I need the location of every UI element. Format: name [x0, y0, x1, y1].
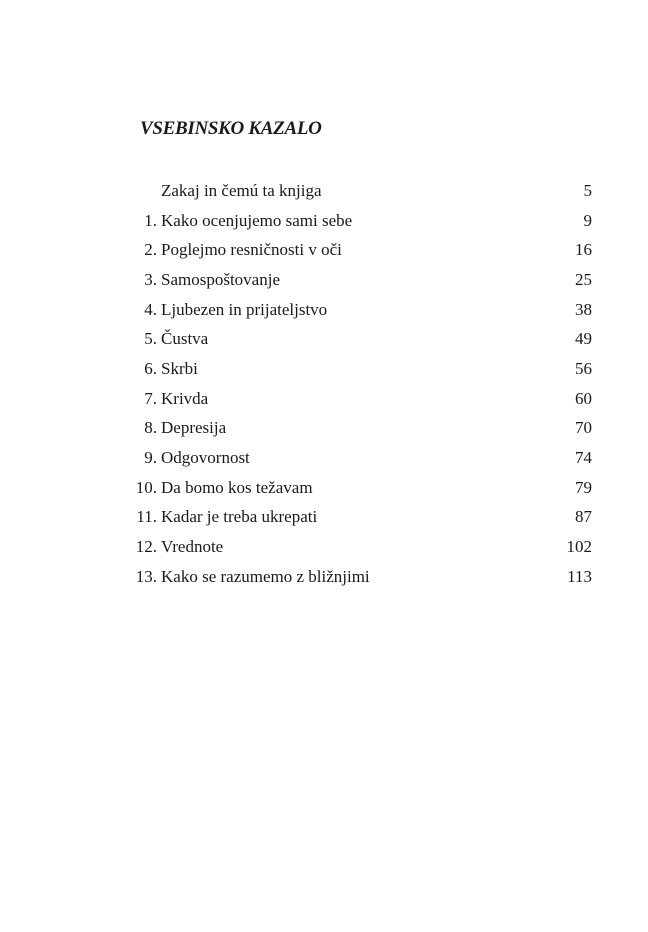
entry-title: Kako ocenjujemo sami sebe: [161, 210, 353, 230]
entry-title: Kadar je treba ukrepati: [161, 507, 318, 527]
entry-title: Čustva: [161, 329, 209, 349]
toc-entry: 12. Vrednote 102: [134, 532, 592, 562]
entry-number: 11.: [136, 507, 157, 527]
entry-number: 7.: [144, 388, 157, 408]
entry-page: 102: [566, 537, 593, 557]
entry-page: 5: [583, 180, 593, 200]
toc-entry: 1. Kako ocenjujemo sami sebe 9: [134, 206, 592, 236]
table-of-contents: Zakaj in čemú ta knjiga 5 1. Kako ocenjujem…: [134, 176, 592, 592]
entry-title: Depresija: [161, 418, 227, 438]
entry-page: 56: [575, 358, 592, 378]
entry-number: 6.: [144, 358, 157, 378]
toc-entry: 4. Ljubezen in prijateljstvo 38: [134, 295, 592, 325]
entry-page: 25: [575, 269, 592, 289]
entry-number: 2.: [144, 240, 157, 260]
page-title: VSEBINSKO KAZALO: [140, 118, 322, 139]
toc-entry: 8. Depresija 70: [134, 414, 592, 444]
entry-number: 10.: [135, 477, 157, 497]
entry-title: Ljubezen in prijateljstvo: [161, 299, 328, 319]
entry-page: 38: [575, 299, 592, 319]
entry-number: 3.: [144, 269, 157, 289]
entry-page: 79: [575, 477, 592, 497]
toc-entry: 6. Skrbi 56: [134, 354, 592, 384]
entry-number: 5.: [144, 329, 157, 349]
toc-entry: 10. Da bomo kos težavam 79: [134, 473, 592, 503]
entry-number: 8.: [144, 418, 157, 438]
entry-page: 70: [575, 418, 592, 438]
toc-entry: 9. Odgovornost 74: [134, 443, 592, 473]
entry-page: 113: [567, 566, 592, 586]
toc-entry: 2. Poglejmo resničnosti v oči 16: [134, 235, 592, 265]
toc-entry: 5. Čustva 49: [134, 324, 592, 354]
entry-number: 12.: [135, 537, 157, 557]
entry-title: Zakaj in čemú ta knjiga: [161, 180, 322, 200]
toc-entry: 7. Krivda 60: [134, 384, 592, 414]
entry-title: Kako se razumemo z bližnjimi: [161, 566, 370, 586]
entry-page: 49: [575, 329, 592, 349]
entry-page: 16: [575, 240, 592, 260]
toc-entry: 13. Kako se razumemo z bližnjimi 113: [134, 562, 592, 592]
entry-title: Samospoštovanje: [161, 269, 280, 289]
entry-number: 13.: [135, 566, 157, 586]
toc-entry: Zakaj in čemú ta knjiga 5: [134, 176, 592, 206]
toc-entry: 11. Kadar je treba ukrepati 87: [134, 503, 592, 533]
entry-title: Skrbi: [161, 358, 198, 378]
entry-page: 74: [575, 448, 592, 468]
entry-title: Odgovornost: [161, 448, 250, 468]
entry-number: 9.: [144, 448, 157, 468]
entry-number: 4.: [144, 299, 157, 319]
entry-number: 1.: [144, 210, 157, 230]
entry-title: Poglejmo resničnosti v oči: [161, 240, 342, 260]
entry-title: Da bomo kos težavam: [161, 477, 313, 497]
entry-title: Krivda: [161, 388, 209, 408]
entry-title: Vrednote: [161, 537, 224, 557]
entry-page: 87: [575, 507, 592, 527]
entry-page: 9: [583, 210, 593, 230]
entry-page: 60: [575, 388, 592, 408]
toc-entry: 3. Samospoštovanje 25: [134, 265, 592, 295]
